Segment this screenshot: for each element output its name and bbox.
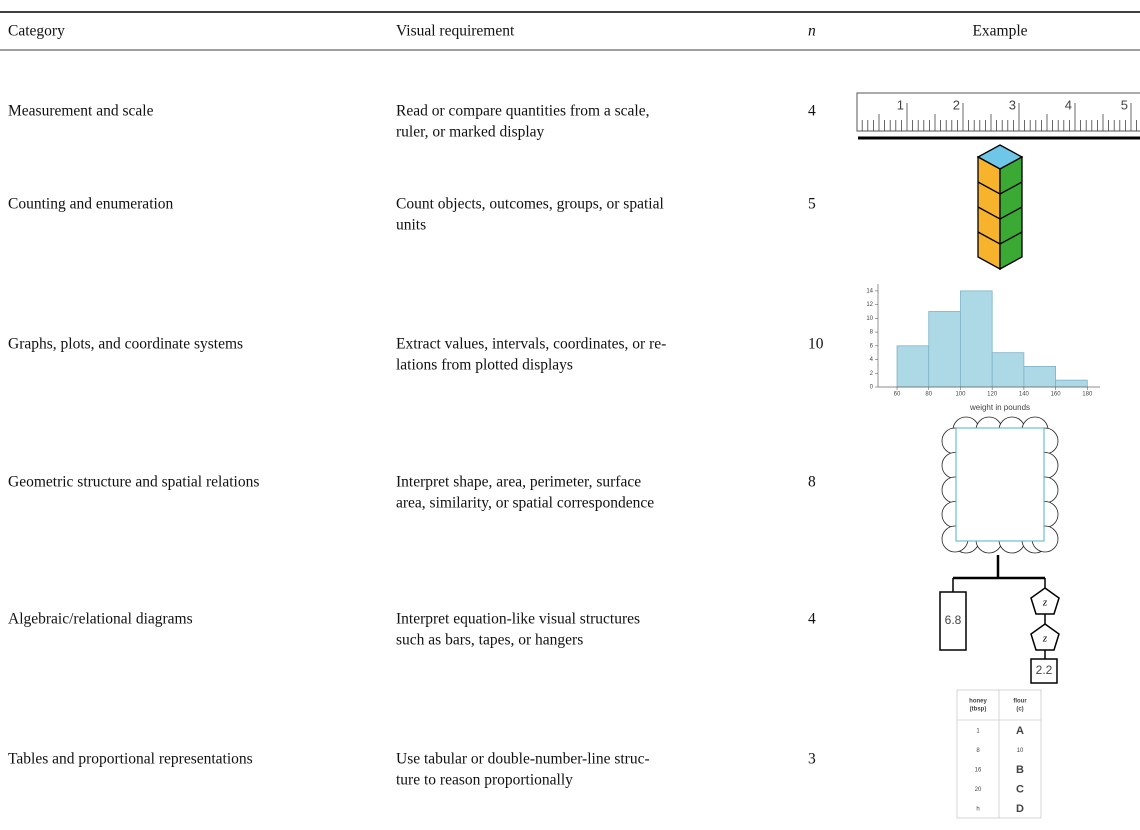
scalloped-frame <box>942 417 1058 553</box>
ruler-label: 1 <box>897 97 904 112</box>
category-cell: Algebraic/relational diagrams <box>8 611 193 628</box>
n-cell: 4 <box>808 611 816 628</box>
requirement-line: Use tabular or double-number-line struc- <box>396 751 650 768</box>
y-tick-label: 4 <box>870 357 874 363</box>
histogram-bar <box>1056 380 1088 387</box>
inner-square <box>956 428 1044 541</box>
header-requirement: Visual requirement <box>396 23 515 40</box>
requirement-line: ture to reason proportionally <box>396 772 573 789</box>
table-page: Category Visual requirement n Example Me… <box>0 0 1140 830</box>
ruler-label: 4 <box>1065 97 1072 112</box>
y-tick-label: 8 <box>870 330 874 336</box>
requirement-line: Interpret equation-like visual structure… <box>396 611 640 628</box>
x-tick-label: 80 <box>925 392 932 398</box>
cube-stack <box>978 145 1022 269</box>
category-cell: Graphs, plots, and coordinate systems <box>8 336 243 353</box>
ratio-table-cell: B <box>1016 764 1024 776</box>
y-tick-label: 0 <box>870 385 874 391</box>
x-tick-label: 120 <box>987 392 998 398</box>
ruler-label: 5 <box>1121 97 1128 112</box>
requirement-line: area, similarity, or spatial corresponde… <box>396 495 654 512</box>
category-cell: Counting and enumeration <box>8 196 174 213</box>
n-cell: 10 <box>808 336 824 353</box>
header-n: n <box>808 23 816 40</box>
y-tick-label: 10 <box>866 316 873 322</box>
ratio-table-cell: C <box>1016 783 1024 795</box>
n-cell: 3 <box>808 751 816 768</box>
requirement-line: lations from plotted displays <box>396 357 573 374</box>
hanger-value: 6.8 <box>945 613 962 627</box>
ratio-table-cell: A <box>1016 725 1024 737</box>
requirement-line: ruler, or marked display <box>396 124 545 141</box>
histogram-bar <box>929 311 961 387</box>
ratio-table-cell: 10 <box>1017 748 1024 754</box>
y-tick-label: 12 <box>866 302 873 308</box>
x-tick-label: 140 <box>1019 392 1030 398</box>
x-tick-label: 160 <box>1051 392 1062 398</box>
ratio-table-cell: h <box>976 807 979 813</box>
ratio-table-header: honey <box>969 699 987 705</box>
histogram-bar <box>992 353 1024 387</box>
x-tick-label: 180 <box>1082 392 1093 398</box>
x-tick-label: 60 <box>894 392 901 398</box>
x-tick-label: 100 <box>955 392 966 398</box>
requirement-line: units <box>396 217 426 234</box>
histogram-bar <box>897 346 929 387</box>
ruler-label: 2 <box>953 97 960 112</box>
requirement-line: Interpret shape, area, perimeter, surfac… <box>396 474 641 491</box>
histogram-bar <box>960 291 992 387</box>
requirement-line: such as bars, tapes, or hangers <box>396 632 583 649</box>
ratio-table-header: flour <box>1013 699 1027 705</box>
y-tick-label: 14 <box>866 288 873 294</box>
hanger-shape-label: z <box>1042 597 1048 609</box>
hanger-value: 2.2 <box>1036 663 1053 677</box>
header-example: Example <box>972 23 1027 40</box>
histogram-bar <box>1024 366 1056 387</box>
n-cell: 4 <box>808 103 816 120</box>
ratio-table-header: (c) <box>1016 707 1023 713</box>
ruler-label: 3 <box>1009 97 1016 112</box>
ratio-table-header: (tbsp) <box>970 707 987 713</box>
category-cell: Geometric structure and spatial relation… <box>8 474 259 491</box>
y-tick-label: 2 <box>870 371 874 377</box>
n-cell: 5 <box>808 196 816 213</box>
ratio-table-cell: D <box>1016 803 1024 815</box>
x-axis-label: weight in pounds <box>969 403 1030 412</box>
category-cell: Tables and proportional representations <box>8 751 253 768</box>
y-tick-label: 6 <box>870 343 874 349</box>
ratio-table-cell: 16 <box>975 768 982 774</box>
requirement-line: Read or compare quantities from a scale, <box>396 103 650 120</box>
hanger-shape-label: z <box>1042 633 1048 645</box>
requirement-line: Extract values, intervals, coordinates, … <box>396 336 666 353</box>
requirement-line: Count objects, outcomes, groups, or spat… <box>396 196 664 213</box>
ratio-table-cell: 20 <box>975 787 982 793</box>
category-cell: Measurement and scale <box>8 103 154 120</box>
header-category: Category <box>8 23 65 40</box>
n-cell: 8 <box>808 474 816 491</box>
